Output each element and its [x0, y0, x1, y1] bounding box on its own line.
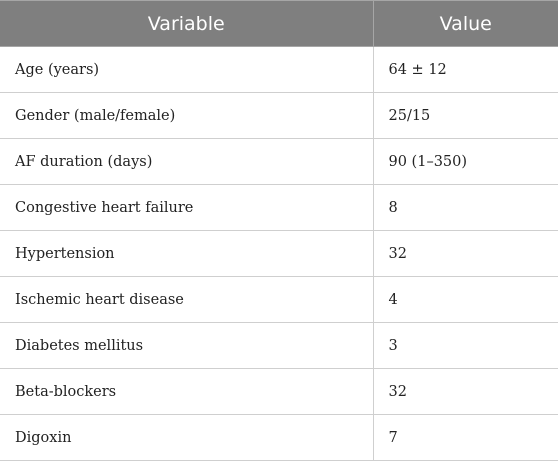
- value-cell: 7: [372, 414, 558, 461]
- variable-cell: Hypertension: [0, 230, 374, 277]
- value-cell: 32: [372, 368, 558, 415]
- table-header: Variable Value: [0, 0, 558, 47]
- table-row: Ischemic heart disease 4: [0, 276, 558, 323]
- value-cell: 32: [372, 230, 558, 277]
- table-row: AF duration (days) 90 (1–350): [0, 138, 558, 185]
- value-cell: 90 (1–350): [372, 138, 558, 185]
- value-cell: 25/15: [372, 92, 558, 139]
- variable-cell: Beta-blockers: [0, 368, 374, 415]
- variable-cell: Congestive heart failure: [0, 184, 374, 231]
- table-row: Age (years) 64 ± 12: [0, 46, 558, 93]
- column-header-variable: Variable: [0, 0, 374, 47]
- value-cell: 64 ± 12: [372, 46, 558, 93]
- variable-cell: Ischemic heart disease: [0, 276, 374, 323]
- table-body: Age (years) 64 ± 12 Gender (male/female)…: [0, 46, 558, 461]
- variable-cell: Diabetes mellitus: [0, 322, 374, 369]
- table-row: Digoxin 7: [0, 414, 558, 461]
- column-header-value: Value: [372, 0, 558, 47]
- header-row: Variable Value: [0, 0, 558, 47]
- table-row: Hypertension 32: [0, 230, 558, 277]
- table-row: Diabetes mellitus 3: [0, 322, 558, 369]
- variable-cell: AF duration (days): [0, 138, 374, 185]
- table-row: Beta-blockers 32: [0, 368, 558, 415]
- variable-cell: Age (years): [0, 46, 374, 93]
- table-row: Congestive heart failure 8: [0, 184, 558, 231]
- value-cell: 4: [372, 276, 558, 323]
- variable-cell: Gender (male/female): [0, 92, 374, 139]
- value-cell: 3: [372, 322, 558, 369]
- table-row: Gender (male/female) 25/15: [0, 92, 558, 139]
- value-cell: 8: [372, 184, 558, 231]
- variable-cell: Digoxin: [0, 414, 374, 461]
